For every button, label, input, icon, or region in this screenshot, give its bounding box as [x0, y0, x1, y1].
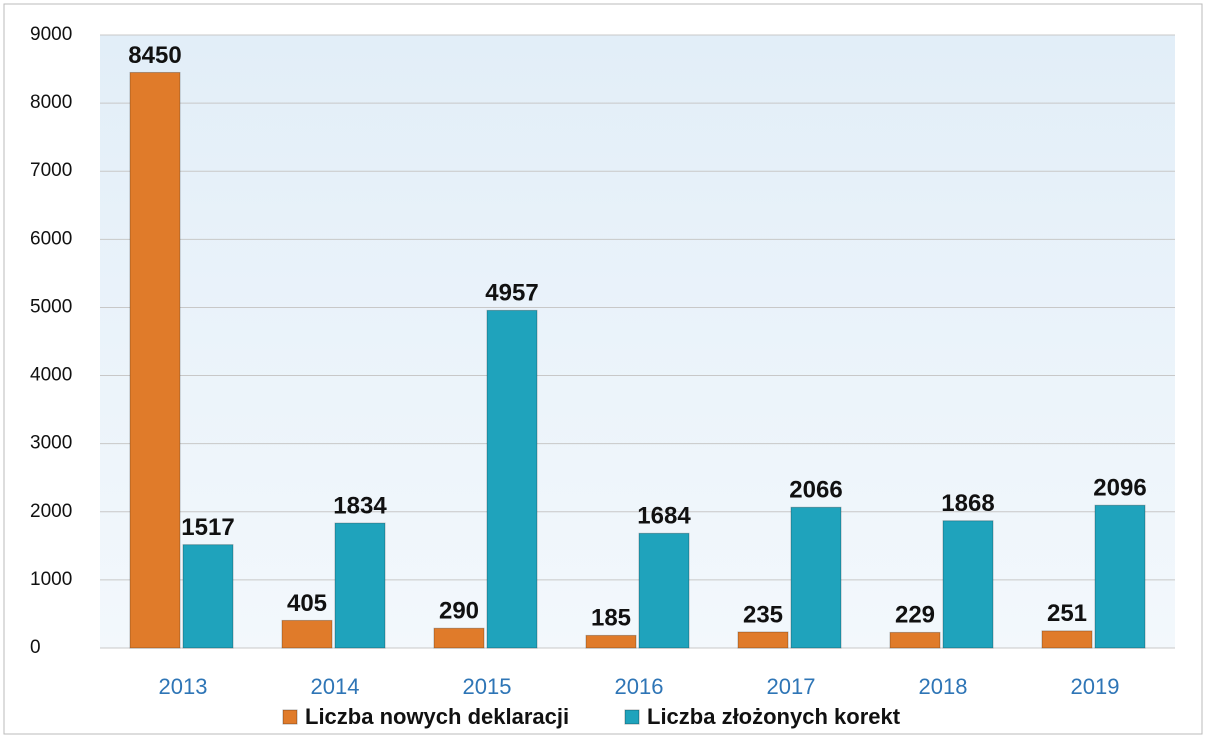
- x-tick-label: 2017: [767, 674, 816, 699]
- bar: [129, 71, 181, 649]
- value-label: 235: [743, 601, 783, 628]
- value-label: 290: [439, 598, 479, 625]
- bar: [790, 506, 842, 649]
- y-tick-label: 3000: [30, 433, 72, 454]
- value-label: 2066: [789, 477, 842, 504]
- bar: [737, 631, 789, 649]
- y-tick-label: 0: [30, 637, 41, 658]
- value-label: 405: [287, 590, 327, 617]
- y-tick-label: 7000: [30, 160, 72, 181]
- bar: [486, 309, 538, 649]
- x-tick-label: 2015: [463, 674, 512, 699]
- legend-swatch: [624, 709, 640, 725]
- legend-label: Liczba złożonych korekt: [647, 704, 901, 729]
- bar: [334, 522, 386, 649]
- value-label: 1834: [333, 492, 387, 519]
- bar: [585, 634, 637, 649]
- bar: [889, 631, 941, 649]
- bar: [1041, 630, 1093, 649]
- value-label: 8450: [128, 42, 181, 69]
- legend-label: Liczba nowych deklaracji: [305, 704, 569, 729]
- bar: [182, 544, 234, 649]
- legend-swatch: [282, 709, 298, 725]
- value-label: 2096: [1093, 475, 1146, 502]
- y-tick-label: 2000: [30, 501, 72, 522]
- y-tick-label: 9000: [30, 24, 72, 45]
- bar: [1094, 504, 1146, 649]
- x-tick-label: 2013: [159, 674, 208, 699]
- value-label: 229: [895, 602, 935, 629]
- bar: [638, 532, 690, 649]
- value-label: 4957: [485, 280, 538, 307]
- y-tick-label: 6000: [30, 228, 72, 249]
- plot-area: [100, 35, 1175, 648]
- value-label: 185: [591, 605, 631, 632]
- x-tick-label: 2016: [615, 674, 664, 699]
- y-tick-label: 5000: [30, 296, 72, 317]
- y-tick-label: 1000: [30, 569, 72, 590]
- y-tick-label: 4000: [30, 365, 72, 386]
- x-tick-label: 2018: [919, 674, 968, 699]
- bar: [433, 627, 485, 649]
- bar: [942, 520, 994, 649]
- y-tick-label: 8000: [30, 92, 72, 113]
- value-label: 1517: [181, 514, 234, 541]
- value-label: 1868: [941, 490, 994, 517]
- value-label: 251: [1047, 600, 1087, 627]
- x-tick-label: 2014: [311, 674, 360, 699]
- bar: [281, 619, 333, 649]
- x-tick-label: 2019: [1071, 674, 1120, 699]
- value-label: 1684: [637, 503, 691, 530]
